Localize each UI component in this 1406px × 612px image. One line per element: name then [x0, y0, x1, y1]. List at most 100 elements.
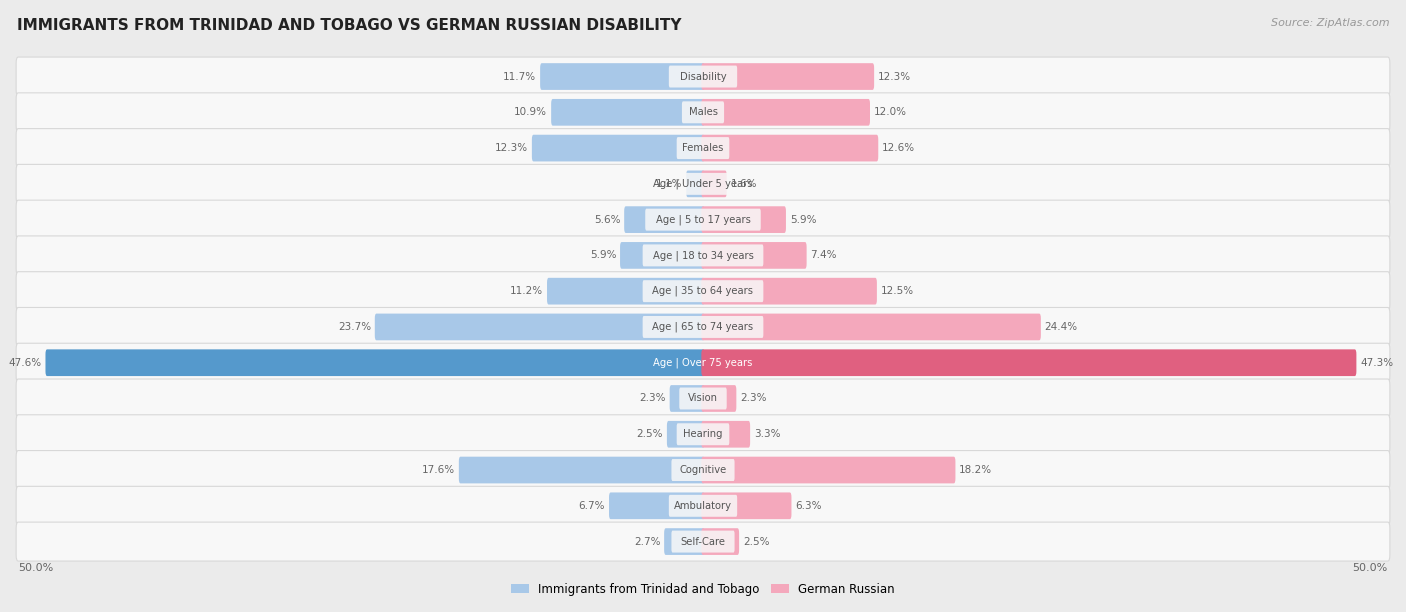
FancyBboxPatch shape	[458, 457, 704, 483]
FancyBboxPatch shape	[15, 343, 1391, 382]
Text: IMMIGRANTS FROM TRINIDAD AND TOBAGO VS GERMAN RUSSIAN DISABILITY: IMMIGRANTS FROM TRINIDAD AND TOBAGO VS G…	[17, 18, 682, 34]
Text: 47.3%: 47.3%	[1360, 358, 1393, 368]
Text: Females: Females	[682, 143, 724, 153]
FancyBboxPatch shape	[15, 522, 1391, 561]
Text: 7.4%: 7.4%	[810, 250, 837, 260]
FancyBboxPatch shape	[669, 65, 737, 88]
FancyBboxPatch shape	[702, 457, 956, 483]
FancyBboxPatch shape	[676, 424, 730, 446]
Text: Age | Under 5 years: Age | Under 5 years	[654, 179, 752, 189]
FancyBboxPatch shape	[702, 63, 875, 90]
FancyBboxPatch shape	[702, 493, 792, 519]
FancyBboxPatch shape	[702, 242, 807, 269]
Text: 2.7%: 2.7%	[634, 537, 661, 547]
FancyBboxPatch shape	[15, 129, 1391, 168]
FancyBboxPatch shape	[645, 173, 761, 195]
FancyBboxPatch shape	[702, 421, 751, 447]
Text: 11.2%: 11.2%	[510, 286, 543, 296]
Text: 11.7%: 11.7%	[503, 72, 536, 81]
FancyBboxPatch shape	[15, 165, 1391, 203]
FancyBboxPatch shape	[547, 278, 704, 305]
FancyBboxPatch shape	[15, 200, 1391, 239]
FancyBboxPatch shape	[609, 493, 704, 519]
FancyBboxPatch shape	[620, 242, 704, 269]
FancyBboxPatch shape	[702, 206, 786, 233]
FancyBboxPatch shape	[643, 244, 763, 266]
Text: 12.6%: 12.6%	[882, 143, 915, 153]
FancyBboxPatch shape	[15, 415, 1391, 453]
FancyBboxPatch shape	[375, 313, 704, 340]
FancyBboxPatch shape	[702, 528, 740, 555]
Text: 24.4%: 24.4%	[1045, 322, 1078, 332]
Text: Age | 5 to 17 years: Age | 5 to 17 years	[655, 214, 751, 225]
FancyBboxPatch shape	[624, 206, 704, 233]
Text: 1.6%: 1.6%	[731, 179, 756, 189]
Text: 5.9%: 5.9%	[589, 250, 616, 260]
FancyBboxPatch shape	[15, 93, 1391, 132]
Text: Hearing: Hearing	[683, 429, 723, 439]
Text: 12.3%: 12.3%	[877, 72, 911, 81]
FancyBboxPatch shape	[15, 57, 1391, 96]
FancyBboxPatch shape	[702, 349, 1357, 376]
Text: 3.3%: 3.3%	[754, 429, 780, 439]
Text: 6.7%: 6.7%	[579, 501, 605, 511]
FancyBboxPatch shape	[551, 99, 704, 125]
Text: 5.9%: 5.9%	[790, 215, 817, 225]
Text: 5.6%: 5.6%	[593, 215, 620, 225]
Text: Ambulatory: Ambulatory	[673, 501, 733, 511]
FancyBboxPatch shape	[664, 528, 704, 555]
FancyBboxPatch shape	[702, 135, 879, 162]
FancyBboxPatch shape	[702, 278, 877, 305]
Text: Disability: Disability	[679, 72, 727, 81]
FancyBboxPatch shape	[672, 459, 734, 481]
Text: 23.7%: 23.7%	[337, 322, 371, 332]
FancyBboxPatch shape	[666, 421, 704, 447]
Text: Age | 35 to 64 years: Age | 35 to 64 years	[652, 286, 754, 296]
FancyBboxPatch shape	[531, 135, 704, 162]
FancyBboxPatch shape	[702, 313, 1040, 340]
FancyBboxPatch shape	[702, 99, 870, 125]
FancyBboxPatch shape	[540, 63, 704, 90]
FancyBboxPatch shape	[682, 102, 724, 123]
FancyBboxPatch shape	[15, 272, 1391, 311]
FancyBboxPatch shape	[686, 171, 704, 197]
Text: 2.5%: 2.5%	[742, 537, 769, 547]
FancyBboxPatch shape	[643, 280, 763, 302]
Text: Self-Care: Self-Care	[681, 537, 725, 547]
FancyBboxPatch shape	[645, 209, 761, 231]
Text: Males: Males	[689, 107, 717, 118]
Text: 2.5%: 2.5%	[637, 429, 664, 439]
Text: 2.3%: 2.3%	[740, 394, 766, 403]
Text: 12.5%: 12.5%	[880, 286, 914, 296]
FancyBboxPatch shape	[702, 171, 727, 197]
Text: 2.3%: 2.3%	[640, 394, 666, 403]
Legend: Immigrants from Trinidad and Tobago, German Russian: Immigrants from Trinidad and Tobago, Ger…	[506, 578, 900, 600]
Text: 12.3%: 12.3%	[495, 143, 529, 153]
Text: Cognitive: Cognitive	[679, 465, 727, 475]
FancyBboxPatch shape	[669, 385, 704, 412]
Text: 6.3%: 6.3%	[796, 501, 823, 511]
FancyBboxPatch shape	[15, 450, 1391, 490]
Text: Source: ZipAtlas.com: Source: ZipAtlas.com	[1271, 18, 1389, 28]
FancyBboxPatch shape	[676, 137, 730, 159]
Text: Vision: Vision	[688, 394, 718, 403]
FancyBboxPatch shape	[702, 385, 737, 412]
FancyBboxPatch shape	[679, 387, 727, 409]
Text: 18.2%: 18.2%	[959, 465, 993, 475]
FancyBboxPatch shape	[643, 316, 763, 338]
Text: 1.1%: 1.1%	[655, 179, 682, 189]
Text: 12.0%: 12.0%	[875, 107, 907, 118]
Text: Age | 65 to 74 years: Age | 65 to 74 years	[652, 322, 754, 332]
Text: 10.9%: 10.9%	[515, 107, 547, 118]
Text: Age | Over 75 years: Age | Over 75 years	[654, 357, 752, 368]
FancyBboxPatch shape	[669, 495, 737, 517]
Text: 50.0%: 50.0%	[18, 563, 53, 573]
FancyBboxPatch shape	[15, 236, 1391, 275]
FancyBboxPatch shape	[45, 349, 704, 376]
FancyBboxPatch shape	[672, 531, 734, 553]
Text: 47.6%: 47.6%	[8, 358, 42, 368]
FancyBboxPatch shape	[15, 307, 1391, 346]
Text: 50.0%: 50.0%	[1353, 563, 1388, 573]
FancyBboxPatch shape	[15, 487, 1391, 525]
FancyBboxPatch shape	[15, 379, 1391, 418]
